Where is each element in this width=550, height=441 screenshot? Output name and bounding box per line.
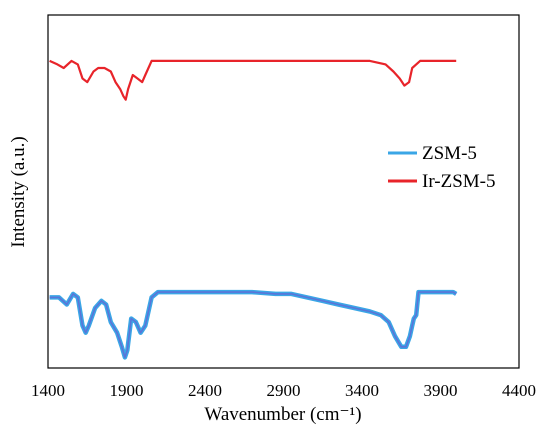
x-tick-label: 3900: [424, 381, 458, 400]
legend: ZSM-5 Ir-ZSM-5: [388, 143, 496, 192]
series-line-zsm5: [49, 289, 458, 360]
plot-frame: [47, 14, 520, 369]
series-line-ir-zsm5: [49, 59, 457, 101]
legend-label-ir-zsm5: Ir-ZSM-5: [422, 171, 496, 192]
x-axis-label: Wavenumber (cm⁻¹): [204, 404, 361, 425]
x-tick-label: 3400: [345, 381, 379, 400]
x-tick-label: 2400: [188, 381, 222, 400]
x-tick-label: 4400: [502, 381, 536, 400]
x-tick-layer: 1400 1900 2400 2900 3400 3900 4400: [31, 381, 536, 400]
legend-label-zsm5: ZSM-5: [422, 143, 477, 164]
y-axis-label: Intensity (a.u.): [8, 136, 29, 247]
x-tick-label: 1900: [110, 381, 144, 400]
x-tick-label: 2900: [267, 381, 301, 400]
x-tick-label: 1400: [31, 381, 65, 400]
series-layer: [49, 59, 458, 360]
series-line-zsm5-inner: [49, 291, 457, 359]
